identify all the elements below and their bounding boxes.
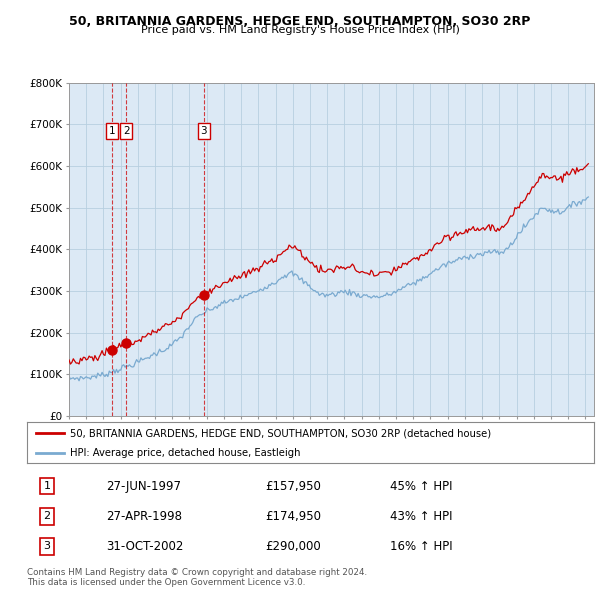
Text: £290,000: £290,000 [265, 540, 321, 553]
Text: 16% ↑ HPI: 16% ↑ HPI [390, 540, 452, 553]
Text: 50, BRITANNIA GARDENS, HEDGE END, SOUTHAMPTON, SO30 2RP: 50, BRITANNIA GARDENS, HEDGE END, SOUTHA… [70, 15, 530, 28]
Text: 50, BRITANNIA GARDENS, HEDGE END, SOUTHAMPTON, SO30 2RP (detached house): 50, BRITANNIA GARDENS, HEDGE END, SOUTHA… [70, 428, 491, 438]
Text: 43% ↑ HPI: 43% ↑ HPI [390, 510, 452, 523]
Text: 3: 3 [43, 542, 50, 552]
Text: 3: 3 [200, 126, 207, 136]
Text: 2: 2 [43, 512, 50, 521]
Text: 1: 1 [43, 481, 50, 491]
Text: 1: 1 [109, 126, 115, 136]
Text: Contains HM Land Registry data © Crown copyright and database right 2024.
This d: Contains HM Land Registry data © Crown c… [27, 568, 367, 587]
Text: 2: 2 [123, 126, 130, 136]
Text: Price paid vs. HM Land Registry's House Price Index (HPI): Price paid vs. HM Land Registry's House … [140, 25, 460, 35]
Text: £157,950: £157,950 [265, 480, 321, 493]
Text: 27-APR-1998: 27-APR-1998 [106, 510, 182, 523]
Text: £174,950: £174,950 [265, 510, 321, 523]
Text: HPI: Average price, detached house, Eastleigh: HPI: Average price, detached house, East… [70, 448, 300, 458]
Text: 45% ↑ HPI: 45% ↑ HPI [390, 480, 452, 493]
Text: 27-JUN-1997: 27-JUN-1997 [106, 480, 181, 493]
Text: 31-OCT-2002: 31-OCT-2002 [106, 540, 184, 553]
